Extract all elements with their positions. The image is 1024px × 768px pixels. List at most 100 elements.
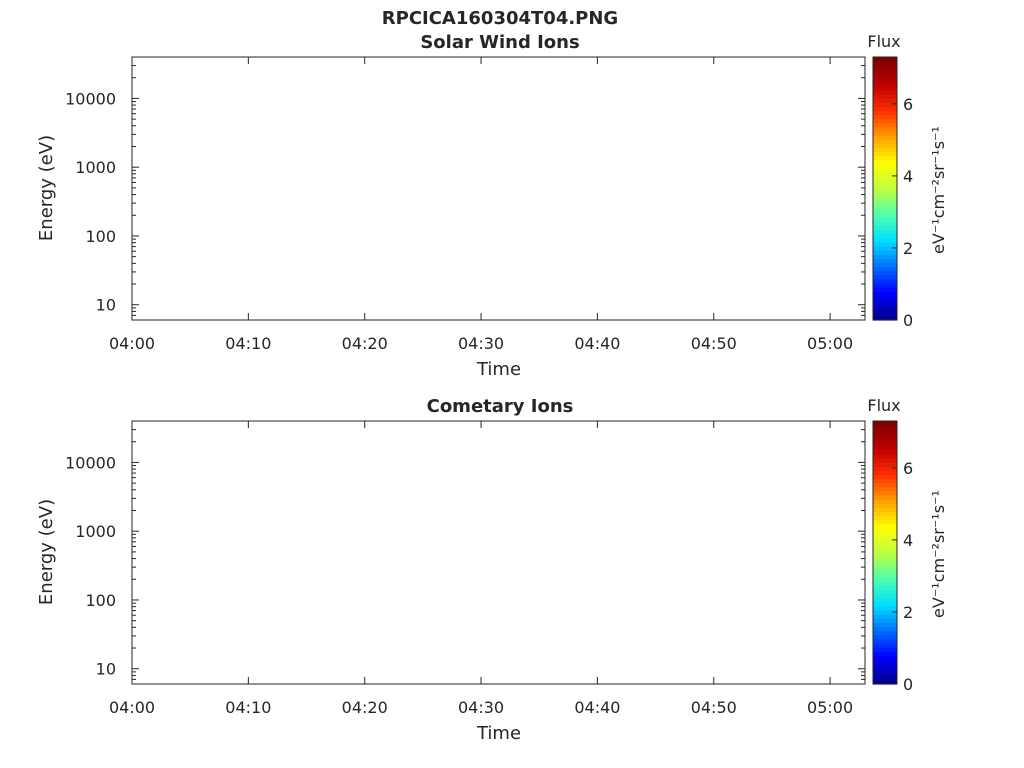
colorbar-segment <box>873 126 897 132</box>
colorbar-segment <box>873 200 897 206</box>
colorbar <box>872 56 898 321</box>
colorbar-segment <box>873 225 897 231</box>
colorbar-segment <box>873 667 897 673</box>
colorbar-tick-label: 6 <box>903 459 913 478</box>
colorbar-segment <box>873 266 897 272</box>
panel-solar-wind-ions: Solar Wind Ions 04:00 04:10 04:20 04:30 … <box>36 32 948 380</box>
colorbar-segment <box>873 486 897 492</box>
colorbar-segment <box>873 217 897 222</box>
colorbar-segment <box>873 151 897 157</box>
colorbar-segment <box>873 81 897 87</box>
figure-title: RPCICA160304T04.PNG <box>382 8 618 29</box>
colorbar-segment <box>873 114 897 120</box>
colorbar-segment <box>873 503 897 508</box>
colorbar-tick-label: 2 <box>903 239 913 258</box>
colorbar-segment <box>873 278 897 284</box>
colorbar-segment <box>873 122 897 128</box>
colorbar-segment <box>873 61 897 66</box>
colorbar-segment <box>873 470 897 476</box>
colorbar-segment <box>873 283 897 288</box>
colorbar-segment <box>873 490 897 496</box>
colorbar-segment <box>873 610 897 615</box>
tick-marks <box>131 420 865 685</box>
y-axis-label: Energy (eV) <box>36 499 57 605</box>
x-tick-label: 04:20 <box>342 334 388 353</box>
x-tick-labels: 04:00 04:10 04:20 04:30 04:40 04:50 05:0… <box>109 334 853 353</box>
colorbar-tick-label: 0 <box>903 311 913 330</box>
colorbar-segment <box>873 254 897 259</box>
colorbar-segment <box>873 237 897 243</box>
colorbar-segment <box>873 651 897 656</box>
colorbar-segment <box>873 163 897 169</box>
colorbar-segment <box>873 593 897 599</box>
colorbar-segment <box>873 585 897 591</box>
colorbar-segment <box>873 180 897 185</box>
colorbar-segment <box>873 466 897 471</box>
colorbar-segment <box>873 159 897 165</box>
colorbar-unit-label: eV⁻¹cm⁻²sr⁻¹s⁻¹ <box>929 126 948 254</box>
colorbar-segment <box>873 295 897 301</box>
y-tick-label: 10000 <box>65 89 116 108</box>
colorbar-segment <box>873 638 897 644</box>
colorbar-segment <box>873 287 897 292</box>
colorbar-segment <box>873 573 897 578</box>
colorbar-segment <box>873 437 897 443</box>
plot-frame <box>131 56 866 321</box>
colorbar-segment <box>873 155 897 161</box>
colorbar-segment <box>873 196 897 202</box>
y-tick-labels: 10 100 1000 10000 <box>65 89 116 314</box>
colorbar-segment <box>873 311 897 317</box>
y-tick-label: 10 <box>96 296 116 315</box>
colorbar-segment <box>873 73 897 79</box>
colorbar-segment <box>873 77 897 83</box>
colorbar-segment <box>873 102 897 107</box>
colorbar-segment <box>873 494 897 500</box>
colorbar-segment <box>873 307 897 313</box>
colorbar-title: Flux <box>867 32 900 51</box>
colorbar-segment <box>873 499 897 504</box>
colorbar-segment <box>873 135 897 140</box>
colorbar-segment <box>873 647 897 652</box>
colorbar-segment <box>873 130 897 136</box>
x-tick-label: 04:30 <box>458 698 504 717</box>
x-axis-label: Time <box>476 723 521 744</box>
colorbar-segment <box>873 89 897 95</box>
colorbar-segment <box>873 655 897 660</box>
colorbar-segment <box>873 167 897 173</box>
colorbar-segment <box>873 679 897 685</box>
colorbar-segment <box>873 622 897 628</box>
colorbar-segment <box>873 246 897 251</box>
colorbar-segment <box>873 188 897 194</box>
colorbar-unit-label: eV⁻¹cm⁻²sr⁻¹s⁻¹ <box>929 490 948 618</box>
colorbar-segment <box>873 515 897 521</box>
colorbar-segment <box>873 560 897 566</box>
colorbar-segment <box>873 429 897 434</box>
colorbar-segment <box>873 315 897 321</box>
colorbar-segment <box>873 552 897 558</box>
x-tick-label: 04:20 <box>342 698 388 717</box>
colorbar-tick-labels: 0 2 4 6 <box>903 95 913 330</box>
colorbar-frame <box>872 420 898 685</box>
colorbar-segment <box>873 274 897 280</box>
colorbar-segment <box>873 221 897 227</box>
x-tick-label: 05:00 <box>807 698 853 717</box>
colorbar-segment <box>873 85 897 91</box>
colorbar-segment <box>873 258 897 264</box>
colorbar-segment <box>873 564 897 570</box>
colorbar-segment <box>873 659 897 665</box>
colorbar-segment <box>873 441 897 447</box>
colorbar-segment <box>873 421 897 426</box>
colorbar-segment <box>873 626 897 632</box>
colorbar-segment <box>873 531 897 537</box>
colorbar-segment <box>873 589 897 595</box>
x-tick-label: 04:10 <box>225 334 271 353</box>
colorbar-segment <box>873 548 897 554</box>
colorbar-segment <box>873 462 897 467</box>
colorbar-segment <box>873 597 897 603</box>
colorbar-segment <box>873 663 897 669</box>
colorbar-segment <box>873 184 897 190</box>
colorbar-tick-label: 0 <box>903 675 913 694</box>
colorbar-segment <box>873 93 897 99</box>
colorbar-segment <box>873 233 897 239</box>
